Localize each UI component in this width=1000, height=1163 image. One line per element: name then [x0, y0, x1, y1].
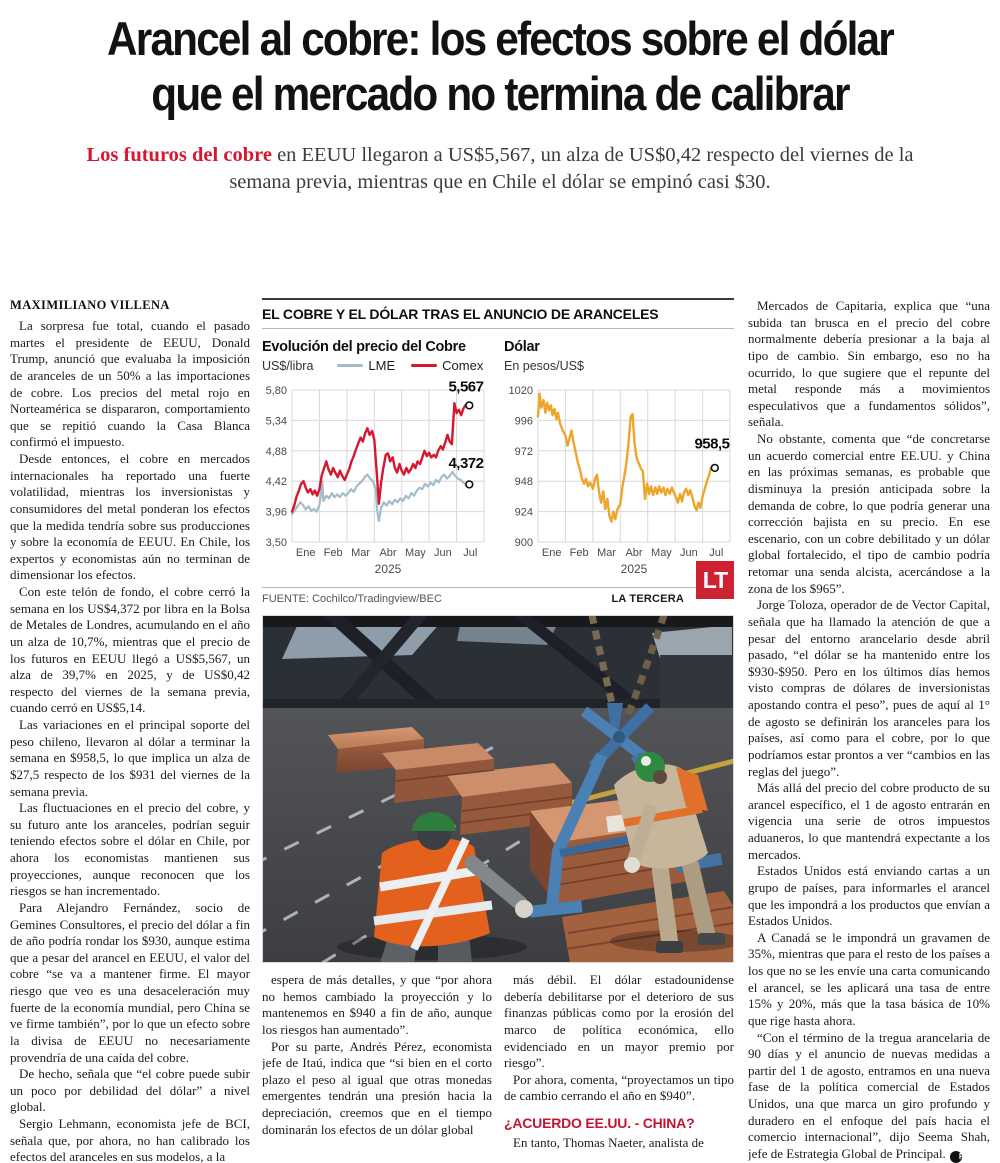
- headline-line-2: que el mercado no termina de calibrar: [151, 66, 850, 120]
- infographic-and-photo-section: EL COBRE Y EL DÓLAR TRAS EL ANUNCIO DE A…: [262, 298, 734, 1163]
- svg-text:972: 972: [515, 446, 533, 458]
- article-paragraph: Sergio Lehmann, economista jefe de BCI, …: [10, 1116, 250, 1163]
- svg-text:Abr: Abr: [379, 547, 396, 559]
- article-paragraph: Con este telón de fondo, el cobre cerró …: [10, 584, 250, 716]
- source-row: FUENTE: Cochilco/Tradingview/BEC LA TERC…: [262, 561, 734, 607]
- chart-legend: LME Comex: [337, 358, 483, 373]
- chart-unit-row: US$/libra LME Comex: [262, 357, 488, 374]
- svg-text:Mar: Mar: [597, 547, 616, 559]
- svg-text:4,88: 4,88: [266, 446, 287, 458]
- svg-text:Abr: Abr: [625, 547, 642, 559]
- copper-price-chart: Evolución del precio del Cobre US$/libra…: [262, 339, 488, 581]
- svg-text:Ene: Ene: [542, 547, 562, 559]
- article-column-4: Mercados de Capitaria, explica que “una …: [748, 298, 990, 1163]
- svg-text:May: May: [651, 547, 672, 559]
- article-paragraph: Para Alejandro Fernández, socio de Gemin…: [10, 899, 250, 1065]
- svg-text:3,96: 3,96: [266, 507, 287, 519]
- legend-swatch: [411, 364, 438, 367]
- infographic-header: EL COBRE Y EL DÓLAR TRAS EL ANUNCIO DE A…: [262, 298, 734, 329]
- deck-lead: Los futuros del cobre: [86, 144, 272, 166]
- chart-unit-row: En pesos/US$: [504, 357, 736, 374]
- article-bottom-columns: espera de más detalles, y que “por ahora…: [262, 972, 734, 1163]
- article-column-3: más débil. El dólar estadounidense deber…: [504, 972, 734, 1163]
- svg-text:958,5: 958,5: [694, 435, 729, 452]
- deck-rest: en EEUU llegaron a US$5,567, un alza de …: [229, 144, 914, 194]
- chart-unit: En pesos/US$: [504, 358, 584, 373]
- dollar-chart-plot: 1020 996 972 948 924 900 Ene Feb Mar Abr May Jun Jul…: [504, 374, 736, 581]
- svg-text:Jul: Jul: [709, 547, 723, 559]
- svg-text:5,567: 5,567: [448, 378, 483, 395]
- svg-text:Feb: Feb: [324, 547, 343, 559]
- article-paragraph: Desde entonces, el cobre en mercados int…: [10, 451, 250, 583]
- article-paragraph: A Canadá se le impondrá un gravamen de 3…: [748, 929, 990, 1028]
- chart-unit: US$/libra: [262, 358, 314, 373]
- section-subhead: ¿ACUERDO EE.UU. - CHINA?: [504, 1115, 695, 1131]
- svg-text:Ene: Ene: [296, 547, 316, 559]
- article-paragraph: No obstante, comenta que “de concretarse…: [748, 431, 990, 596]
- chart-title: Dólar: [504, 339, 540, 355]
- copper-yard-photo: [262, 615, 734, 963]
- article-paragraph: espera de más detalles, y que “por ahora…: [262, 972, 492, 1037]
- svg-text:Feb: Feb: [570, 547, 589, 559]
- svg-text:Jul: Jul: [463, 547, 477, 559]
- article-paragraph-text: “Con el término de la tregua arancelaria…: [748, 1029, 990, 1161]
- svg-text:4,42: 4,42: [266, 476, 287, 488]
- article-paragraph: Las variaciones en el principal soporte …: [10, 717, 250, 799]
- svg-text:996: 996: [515, 415, 533, 427]
- article-paragraph: Las fluctuaciones en el precio del cobre…: [10, 800, 250, 899]
- svg-text:2025: 2025: [375, 562, 402, 576]
- article-paragraph: Por ahora, comenta, “proyectamos un tipo…: [504, 1071, 734, 1104]
- svg-text:924: 924: [515, 507, 533, 519]
- dollar-chart: Dólar En pesos/US$ 1020 996 972 948 924 900 En…: [504, 339, 736, 581]
- article-paragraph: Estados Unidos está enviando cartas a un…: [748, 863, 990, 929]
- svg-text:5,34: 5,34: [266, 415, 287, 427]
- article-paragraph: Jorge Toloza, operador de de Vector Capi…: [748, 597, 990, 779]
- article-paragraph: De hecho, señala que “el cobre puede sub…: [10, 1066, 250, 1115]
- article-column-2: espera de más detalles, y que “por ahora…: [262, 972, 492, 1163]
- charts-row: Evolución del precio del Cobre US$/libra…: [262, 339, 734, 581]
- lt-logo: LT: [696, 561, 734, 599]
- svg-text:Jun: Jun: [434, 547, 452, 559]
- svg-text:May: May: [405, 547, 426, 559]
- article-paragraph: En tanto, Thomas Naeter, analista de: [513, 1135, 704, 1150]
- svg-text:1020: 1020: [509, 385, 533, 397]
- page-title: Arancel al cobre: los efectos sobre el d…: [0, 12, 1000, 121]
- legend-item: Comex: [411, 358, 483, 373]
- article-paragraph: Mercados de Capitaria, explica que “una …: [748, 298, 990, 430]
- copper-chart-plot: 5,80 5,34 4,88 4,42 3,96 3,50 Ene Feb Mar Abr May J…: [262, 374, 488, 581]
- svg-text:Mar: Mar: [351, 547, 370, 559]
- headline-line-1: Arancel al cobre: los efectos sobre el d…: [107, 12, 895, 65]
- svg-text:3,50: 3,50: [266, 537, 287, 549]
- svg-text:4,372: 4,372: [448, 455, 483, 472]
- source-text: FUENTE: Cochilco/Tradingview/BEC: [262, 593, 442, 605]
- article-paragraph: más débil. El dólar estadounidense deber…: [504, 972, 734, 1071]
- svg-text:Jun: Jun: [680, 547, 698, 559]
- article-paragraph: Más allá del precio del cobre producto d…: [748, 780, 990, 862]
- byline: MAXIMILIANO VILLENA: [10, 298, 170, 312]
- deck: Los futuros del cobre en EEUU llegaron a…: [60, 142, 940, 196]
- svg-text:2025: 2025: [621, 562, 648, 576]
- article-paragraph: La sorpresa fue total, cuando el pasado …: [10, 318, 250, 450]
- end-of-article-marker: P: [949, 1150, 964, 1163]
- legend-swatch: [337, 364, 364, 367]
- svg-text:948: 948: [515, 476, 533, 488]
- article-paragraph: Por su parte, Andrés Pérez, economista j…: [262, 1038, 492, 1137]
- infographic-kicker: EL COBRE Y EL DÓLAR TRAS EL ANUNCIO DE A…: [262, 306, 659, 322]
- article-column-1: MAXIMILIANO VILLENA La sorpresa fue tota…: [10, 298, 250, 1163]
- brand-name: LA TERCERA: [611, 593, 684, 605]
- chart-title: Evolución del precio del Cobre: [262, 339, 466, 355]
- article-paragraph: “Con el término de la tregua arancelaria…: [748, 1030, 990, 1163]
- legend-item: LME: [337, 358, 395, 373]
- svg-text:5,80: 5,80: [266, 385, 287, 397]
- svg-text:900: 900: [515, 537, 533, 549]
